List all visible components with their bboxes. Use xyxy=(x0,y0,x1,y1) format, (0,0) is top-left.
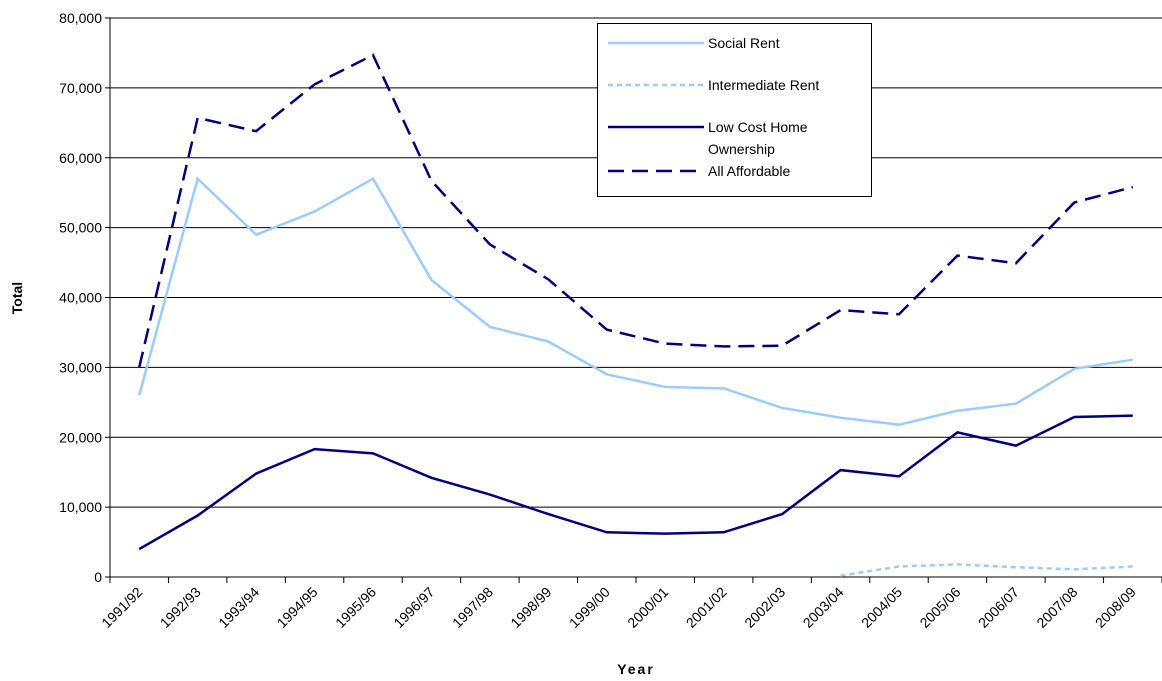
legend-label: Intermediate Rent xyxy=(708,77,820,93)
y-tick-label: 20,000 xyxy=(59,429,102,445)
series-line xyxy=(138,414,1133,551)
legend-swatch xyxy=(608,83,704,87)
legend-item: Low Cost Home Ownership xyxy=(608,118,868,160)
legend-label: Low Cost Home Ownership xyxy=(708,119,808,157)
y-tick-label: 60,000 xyxy=(59,150,102,166)
y-tick-label: 30,000 xyxy=(59,359,102,375)
x-tick-label: 1992/93 xyxy=(157,584,204,631)
series-line xyxy=(840,563,1133,577)
series-line xyxy=(138,176,1133,426)
legend: Social Rent Intermediate Rent Low Cost Hom… xyxy=(597,23,872,197)
x-tick-label: 2008/09 xyxy=(1092,584,1139,631)
x-tick-label: 2006/07 xyxy=(975,584,1022,631)
y-tick-label: 40,000 xyxy=(59,290,102,306)
x-tick-label: 2005/06 xyxy=(916,584,963,631)
x-tick-label: 1996/97 xyxy=(390,584,437,631)
x-tick-label: 1993/94 xyxy=(215,584,262,631)
legend-item: All Affordable xyxy=(608,162,868,182)
y-tick-label: 10,000 xyxy=(59,499,102,515)
x-tick-label: 1997/98 xyxy=(449,584,496,631)
x-tick-label: 2003/04 xyxy=(800,584,847,631)
legend-label: Social Rent xyxy=(708,35,780,51)
legend-swatch xyxy=(608,169,704,173)
y-tick-label: 0 xyxy=(94,569,102,585)
legend-item: Intermediate Rent xyxy=(608,76,868,96)
x-tick-label: 2000/01 xyxy=(624,584,671,631)
y-axis-title: Total xyxy=(9,282,25,314)
x-tick-label: 2004/05 xyxy=(858,584,905,631)
x-tick-label: 1998/99 xyxy=(507,584,554,631)
x-tick-label: 1999/00 xyxy=(566,584,613,631)
legend-swatch xyxy=(608,41,704,45)
legend-item: Social Rent xyxy=(608,34,868,54)
y-tick-label: 80,000 xyxy=(59,10,102,26)
y-tick-label: 70,000 xyxy=(59,80,102,96)
legend-label: All Affordable xyxy=(708,163,791,179)
x-tick-label: 2007/08 xyxy=(1033,584,1080,631)
x-tick-label: 1994/95 xyxy=(274,584,321,631)
x-axis-title: Year xyxy=(617,661,655,677)
x-tick-label: 1995/96 xyxy=(332,584,379,631)
x-tick-label: 2001/02 xyxy=(683,584,730,631)
legend-swatch xyxy=(608,125,704,129)
y-tick-label: 50,000 xyxy=(59,220,102,236)
x-tick-label: 1991/92 xyxy=(98,584,145,631)
x-tick-label: 2002/03 xyxy=(741,584,788,631)
